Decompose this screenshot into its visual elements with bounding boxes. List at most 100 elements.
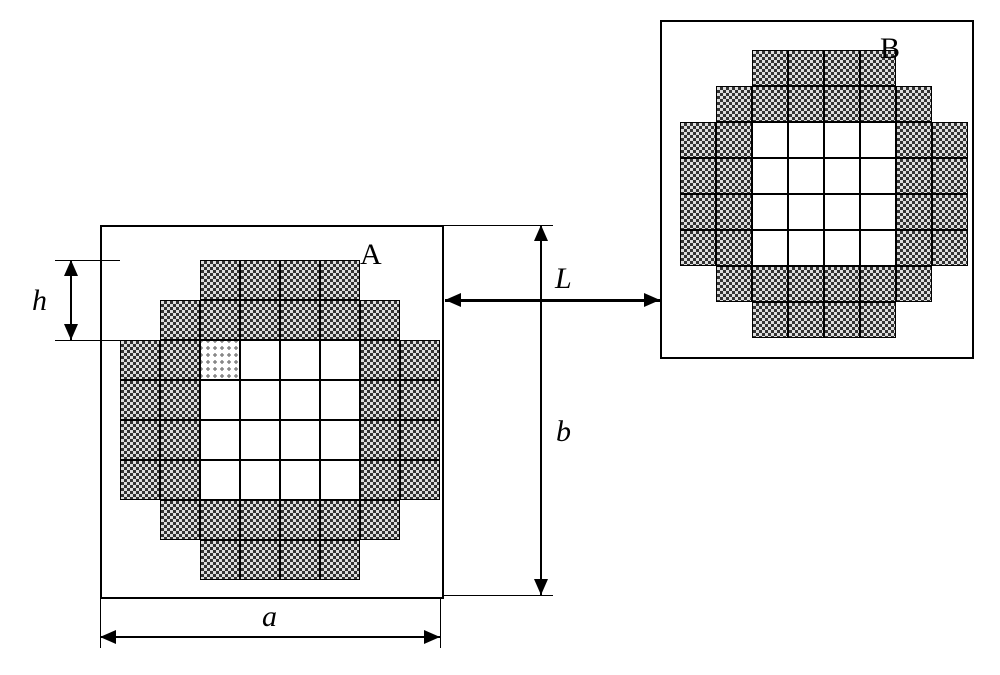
- dim-b-arrow-up: [534, 225, 548, 241]
- boundary-cell: [752, 50, 788, 86]
- boundary-cell: [680, 230, 716, 266]
- boundary-cell: [240, 540, 280, 580]
- grid-a: [120, 260, 440, 580]
- interior-cell: [788, 194, 824, 230]
- boundary-cell: [400, 380, 440, 420]
- boundary-cell: [716, 86, 752, 122]
- boundary-cell: [932, 194, 968, 230]
- boundary-cell: [860, 266, 896, 302]
- boundary-cell: [680, 194, 716, 230]
- boundary-cell: [716, 230, 752, 266]
- interior-cell: [824, 194, 860, 230]
- interior-cell: [752, 158, 788, 194]
- boundary-cell: [824, 302, 860, 338]
- boundary-cell: [360, 460, 400, 500]
- interior-cell: [752, 122, 788, 158]
- interior-cell: [280, 420, 320, 460]
- interior-cell: [824, 230, 860, 266]
- dim-b-label: b: [556, 415, 571, 449]
- boundary-cell: [160, 420, 200, 460]
- boundary-cell: [200, 300, 240, 340]
- interior-cell: [320, 420, 360, 460]
- boundary-cell: [280, 300, 320, 340]
- interior-cell: [320, 340, 360, 380]
- boundary-cell: [280, 540, 320, 580]
- boundary-cell: [120, 380, 160, 420]
- boundary-cell: [716, 266, 752, 302]
- interior-cell: [860, 194, 896, 230]
- interior-cell: [788, 158, 824, 194]
- boundary-cell: [932, 122, 968, 158]
- dim-l-arrow-right: [644, 293, 660, 307]
- dim-b-line: [540, 225, 542, 595]
- interior-cell: [240, 380, 280, 420]
- interior-cell: [824, 122, 860, 158]
- dim-a-arrow-right: [424, 630, 440, 644]
- boundary-cell: [896, 266, 932, 302]
- boundary-cell: [788, 86, 824, 122]
- dim-h-ext-bot: [55, 340, 200, 341]
- boundary-cell: [200, 500, 240, 540]
- boundary-cell: [360, 380, 400, 420]
- boundary-cell: [280, 260, 320, 300]
- dim-a-arrow-left: [100, 630, 116, 644]
- interior-cell: [240, 460, 280, 500]
- boundary-cell: [360, 500, 400, 540]
- boundary-cell: [824, 86, 860, 122]
- boundary-cell: [120, 420, 160, 460]
- boundary-cell: [160, 300, 200, 340]
- boundary-cell: [896, 86, 932, 122]
- interior-cell: [320, 380, 360, 420]
- interior-cell: [200, 460, 240, 500]
- boundary-cell: [160, 340, 200, 380]
- boundary-cell: [280, 500, 320, 540]
- boundary-cell: [788, 50, 824, 86]
- boundary-cell: [400, 340, 440, 380]
- boundary-cell: [896, 122, 932, 158]
- dim-a-line: [100, 636, 440, 638]
- boundary-cell: [120, 340, 160, 380]
- interior-cell: [788, 122, 824, 158]
- boundary-cell: [200, 260, 240, 300]
- highlight-cell: [200, 340, 240, 380]
- interior-cell: [860, 230, 896, 266]
- boundary-cell: [752, 86, 788, 122]
- interior-cell: [320, 460, 360, 500]
- boundary-cell: [160, 500, 200, 540]
- dim-h-arrow-up: [64, 260, 78, 276]
- interior-cell: [752, 194, 788, 230]
- dim-b-arrow-down: [534, 579, 548, 595]
- boundary-cell: [860, 302, 896, 338]
- boundary-cell: [120, 460, 160, 500]
- boundary-cell: [360, 300, 400, 340]
- interior-cell: [280, 340, 320, 380]
- interior-cell: [240, 340, 280, 380]
- dim-l-label: L: [555, 262, 572, 296]
- interior-cell: [280, 460, 320, 500]
- dim-b-ext-bot: [443, 595, 553, 596]
- dim-h-arrow-down: [64, 324, 78, 340]
- label-a-title: A: [360, 238, 382, 272]
- interior-cell: [860, 158, 896, 194]
- boundary-cell: [932, 158, 968, 194]
- boundary-cell: [896, 194, 932, 230]
- interior-cell: [280, 380, 320, 420]
- boundary-cell: [680, 158, 716, 194]
- boundary-cell: [360, 340, 400, 380]
- interior-cell: [824, 158, 860, 194]
- boundary-cell: [824, 50, 860, 86]
- boundary-cell: [752, 302, 788, 338]
- boundary-cell: [752, 266, 788, 302]
- boundary-cell: [788, 266, 824, 302]
- interior-cell: [860, 122, 896, 158]
- boundary-cell: [716, 158, 752, 194]
- boundary-cell: [320, 300, 360, 340]
- dim-a-label: a: [262, 600, 277, 634]
- boundary-cell: [400, 420, 440, 460]
- boundary-cell: [240, 300, 280, 340]
- interior-cell: [788, 230, 824, 266]
- boundary-cell: [716, 194, 752, 230]
- boundary-cell: [240, 260, 280, 300]
- boundary-cell: [788, 302, 824, 338]
- interior-cell: [240, 420, 280, 460]
